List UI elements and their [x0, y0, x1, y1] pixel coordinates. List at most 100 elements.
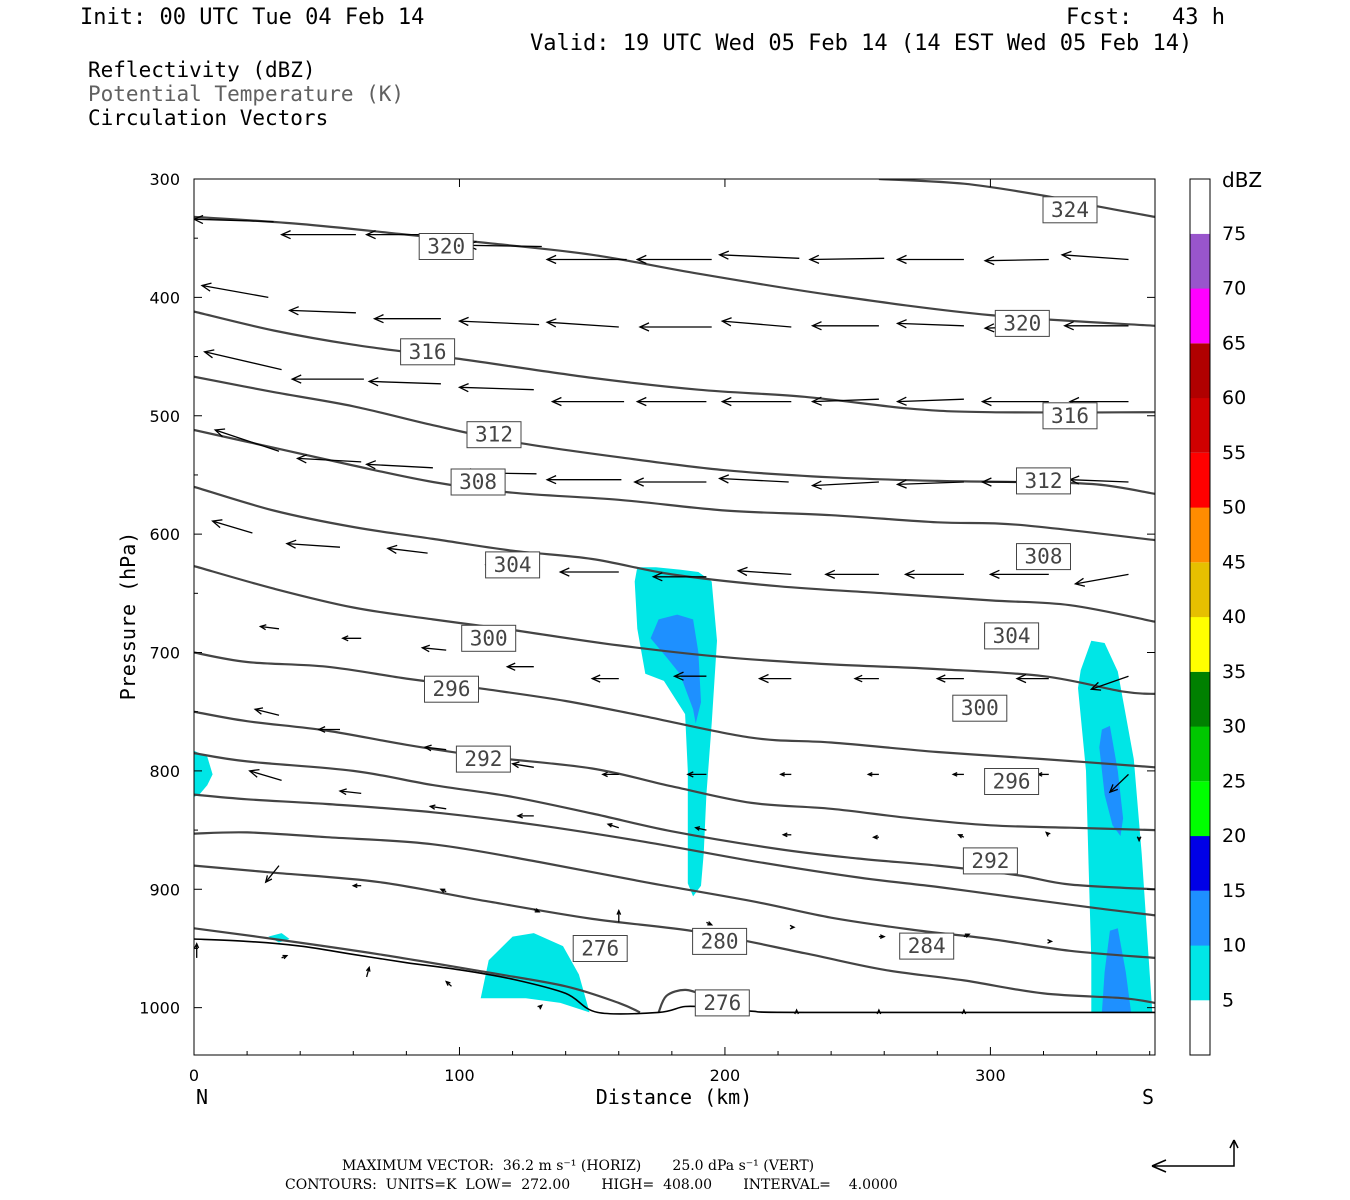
vector-shaft — [722, 320, 792, 328]
colorbar-label-50: 50 — [1222, 497, 1246, 519]
vector-head — [895, 396, 907, 406]
vector-head — [545, 318, 557, 328]
contour-label-box — [899, 932, 955, 960]
contour-label-box — [418, 233, 474, 260]
circulation-vector-94 — [789, 924, 796, 930]
legend-potential-temperature: Potential Temperature (K) — [88, 82, 405, 106]
vector-head — [895, 254, 907, 265]
contour-label-text: 308 — [1025, 545, 1063, 569]
circulation-vector-16 — [638, 322, 712, 332]
vector-shaft — [194, 218, 274, 223]
colorbar-segment-4 — [1190, 781, 1210, 837]
vector-head — [794, 1008, 799, 1015]
circulation-vector-100 — [365, 965, 371, 978]
vector-shaft — [297, 457, 362, 463]
vector-head — [194, 942, 200, 949]
circulation-vector-98 — [194, 942, 200, 958]
circulation-vector-53 — [988, 569, 1049, 579]
vector-head — [295, 454, 307, 464]
vector-shaft — [738, 570, 792, 576]
circulation-vector-17 — [720, 317, 792, 328]
contour-label-box — [485, 551, 541, 579]
y-axis-title: Pressure (hPa) — [116, 532, 140, 701]
colorbar-segment-6 — [1190, 671, 1210, 727]
forecast-hour: Fcst: 43 h — [1066, 5, 1225, 30]
vector-head — [341, 635, 349, 642]
circulation-vector-61 — [757, 673, 792, 684]
vector-head — [211, 519, 223, 529]
vector-head — [1047, 939, 1054, 944]
circulation-vector-37 — [545, 475, 622, 485]
contour-label-320-1: 320 — [418, 233, 474, 260]
vector-head — [534, 908, 541, 913]
vector-head — [935, 674, 946, 683]
theta-contour-324-0 — [878, 179, 1155, 218]
contour-label-text: 280 — [701, 929, 739, 953]
vector-head — [367, 377, 379, 387]
theta-contour-312-4 — [194, 428, 1155, 542]
vector-head — [372, 314, 384, 324]
vector-head — [757, 673, 769, 684]
circulation-vector-104 — [794, 1008, 799, 1015]
vector-head — [980, 396, 992, 407]
circulation-vector-41 — [895, 479, 964, 489]
circulation-vector-72 — [779, 772, 792, 777]
contour-label-box — [1042, 402, 1098, 430]
vector-shaft — [369, 380, 441, 385]
vector-head — [1015, 673, 1027, 684]
contour-label-text: 292 — [971, 849, 1009, 873]
circulation-vector-54 — [1073, 573, 1129, 587]
contour-label-text: 284 — [908, 934, 946, 958]
circulation-vector-101 — [445, 980, 452, 987]
circulation-vector-56 — [341, 635, 362, 642]
vector-layer — [194, 214, 1142, 1015]
contour-label-text: 316 — [1051, 404, 1089, 428]
colorbar-label-10: 10 — [1222, 935, 1246, 957]
vector-head — [1063, 321, 1074, 331]
colorbar-label-35: 35 — [1222, 661, 1246, 683]
vector-shaft — [607, 823, 620, 829]
contour-label-text: 312 — [475, 423, 513, 447]
circulation-vector-19 — [895, 319, 964, 329]
circulation-vector-13 — [372, 314, 441, 324]
vector-shaft — [1062, 254, 1129, 261]
vector-head — [516, 813, 523, 819]
y-tick-label-800: 800 — [149, 762, 180, 781]
vector-head — [505, 662, 516, 671]
y-tick-label-1000: 1000 — [139, 999, 180, 1018]
vector-shaft — [339, 790, 362, 795]
circulation-vector-40 — [810, 480, 879, 490]
circulation-vector-39 — [718, 474, 789, 484]
circulation-vector-89 — [351, 883, 362, 889]
vector-head — [616, 909, 622, 915]
vector-head — [365, 965, 371, 972]
circulation-vector-97 — [1047, 939, 1054, 944]
contour-label-box — [994, 309, 1050, 337]
circulation-vector-0 — [194, 214, 274, 225]
contour-label-text: 320 — [1003, 311, 1041, 335]
contour-label-box — [461, 624, 517, 652]
circulation-vector-85 — [957, 834, 965, 839]
circulation-vector-7 — [808, 254, 885, 264]
circulation-vector-87 — [1136, 836, 1142, 843]
vector-head — [789, 924, 796, 930]
circulation-vector-34 — [295, 454, 362, 464]
vector-head — [635, 396, 647, 407]
vector-head — [1108, 784, 1119, 794]
colorbar-label-40: 40 — [1222, 606, 1246, 628]
vector-shaft — [467, 244, 542, 248]
circulation-vector-102 — [537, 1004, 543, 1010]
circulation-vector-83 — [781, 832, 792, 838]
vector-shaft — [459, 386, 534, 391]
vector-head — [1060, 250, 1072, 260]
circulation-vector-77 — [248, 768, 282, 782]
vector-head — [718, 250, 730, 260]
reflectivity-layer — [194, 567, 1153, 1013]
vector-head — [808, 254, 820, 264]
max-vector-note: MAXIMUM VECTOR: 36.2 m s⁻¹ (HORIZ) 25.0 … — [342, 1158, 815, 1174]
vector-head — [457, 382, 469, 393]
theta-contour-296-8 — [194, 710, 1155, 832]
colorbar-segment-7 — [1190, 617, 1210, 672]
contour-label-316-4: 316 — [1042, 402, 1098, 430]
valid-time: Valid: 19 UTC Wed 05 Feb 14 (14 EST Wed … — [530, 31, 1193, 56]
